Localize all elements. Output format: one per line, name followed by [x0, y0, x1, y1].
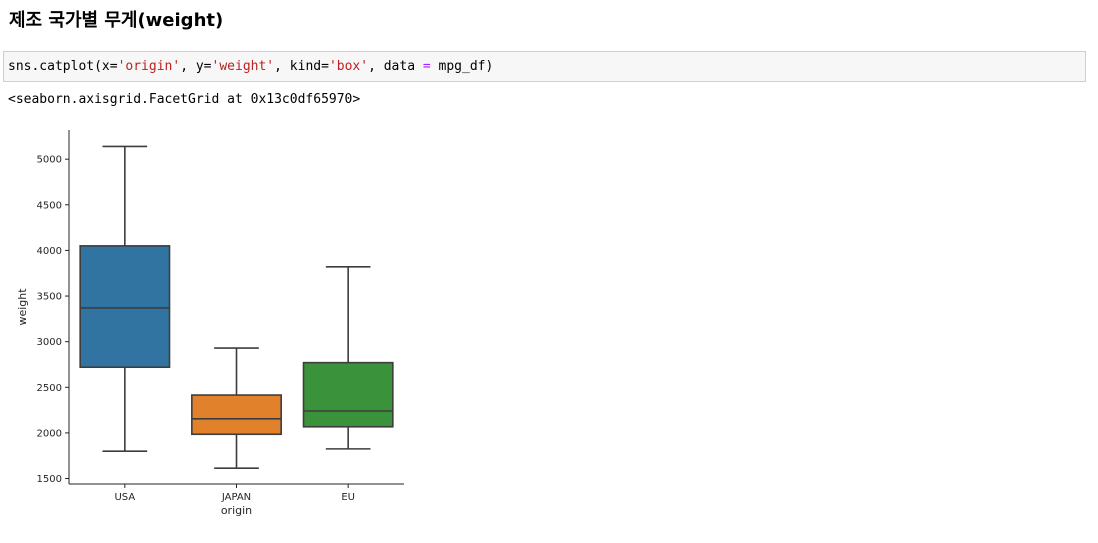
code-token: mpg_df) [430, 59, 494, 74]
boxplot-chart: 1500 2000 2500 3000 3500 4000 4500 5000 USA JAPA… [16, 130, 404, 517]
code-string: 'origin' [117, 59, 181, 74]
x-axis-label: origin [221, 504, 252, 517]
code-token: , kind= [274, 59, 329, 74]
y-tick-label: 3000 [37, 337, 62, 348]
boxes-group [79, 145, 394, 470]
y-tick-label: 1500 [37, 474, 62, 485]
y-tick-label: 4000 [37, 246, 62, 257]
y-tick-label: 5000 [37, 155, 62, 166]
y-tick-label: 2000 [37, 428, 62, 439]
code-string: 'weight' [211, 59, 275, 74]
code-string: 'box' [328, 59, 369, 74]
cell-output-text: <seaborn.axisgrid.FacetGrid at 0x13c0df6… [8, 92, 361, 107]
section-heading: 제조 국가별 무게(weight) [9, 10, 224, 31]
y-tick-label: 2500 [37, 383, 62, 394]
y-tick-label: 4500 [37, 200, 62, 211]
y-tick-label: 3500 [37, 292, 62, 303]
box-japan [191, 394, 282, 436]
code-cell[interactable]: sns.catplot(x='origin', y='weight', kind… [3, 51, 1086, 82]
x-tick-label: JAPAN [221, 492, 251, 503]
y-axis-label: weight [16, 288, 29, 326]
box-eu [302, 361, 394, 428]
code-token: sns.catplot(x= [8, 59, 118, 74]
x-tick-label: USA [114, 492, 135, 503]
box-usa [79, 245, 171, 369]
code-token: , data [368, 59, 423, 74]
y-axis: 1500 2000 2500 3000 3500 4000 4500 5000 [37, 130, 70, 485]
x-axis: USA JAPAN EU [69, 483, 404, 503]
x-tick-label: EU [341, 492, 355, 503]
code-operator: = [422, 59, 431, 74]
code-token: , y= [180, 59, 212, 74]
